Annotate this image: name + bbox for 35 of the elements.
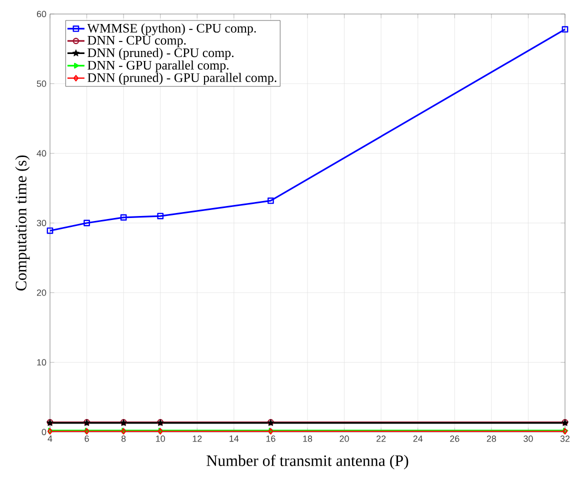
y-tick-label: 50 <box>36 80 46 87</box>
y-tick-label: 0 <box>42 428 46 436</box>
y-tick-label: 10 <box>37 359 46 366</box>
x-tick-label: 4 <box>48 436 52 442</box>
y-axis-title: Computation time (s) <box>15 156 30 291</box>
x-tick-label: 8 <box>121 436 126 442</box>
y-tick-label: 30 <box>36 220 46 226</box>
x-tick-label: 10 <box>156 436 165 442</box>
point <box>562 26 568 33</box>
x-tick-label: 30 <box>524 436 533 442</box>
legend-label: DNN (pruned) - GPU parallel comp. <box>88 72 276 85</box>
x-tick-label: 28 <box>486 436 496 442</box>
x-tick-label: 20 <box>340 436 349 442</box>
point <box>120 214 127 221</box>
x-tick-label: 14 <box>230 436 239 442</box>
point <box>157 212 164 220</box>
legend-label: DNN - GPU parallel comp. <box>88 60 228 72</box>
point <box>84 220 90 226</box>
x-tick-label: 32 <box>560 436 570 442</box>
y-tick-label: 20 <box>36 289 46 296</box>
point <box>268 198 274 204</box>
x-tick-label: 18 <box>303 436 312 442</box>
legend-label: DNN - CPU comp. <box>88 36 186 48</box>
x-tick-label: 24 <box>413 436 423 442</box>
legend-label: DNN (pruned) - CPU comp. <box>88 48 234 60</box>
x-tick-label: 22 <box>376 436 386 442</box>
y-tick-label: 40 <box>36 150 46 157</box>
y-tick-label: 60 <box>36 10 46 18</box>
point <box>46 227 54 234</box>
x-axis-title: Number of transmit antenna (P) <box>206 454 408 470</box>
x-tick-label: 26 <box>450 436 460 442</box>
legend-label: WMMSE (python) - CPU comp. <box>87 23 256 36</box>
x-tick-label: 6 <box>84 436 89 442</box>
x-tick-label: 12 <box>192 436 202 442</box>
x-tick-label: 16 <box>266 436 276 442</box>
